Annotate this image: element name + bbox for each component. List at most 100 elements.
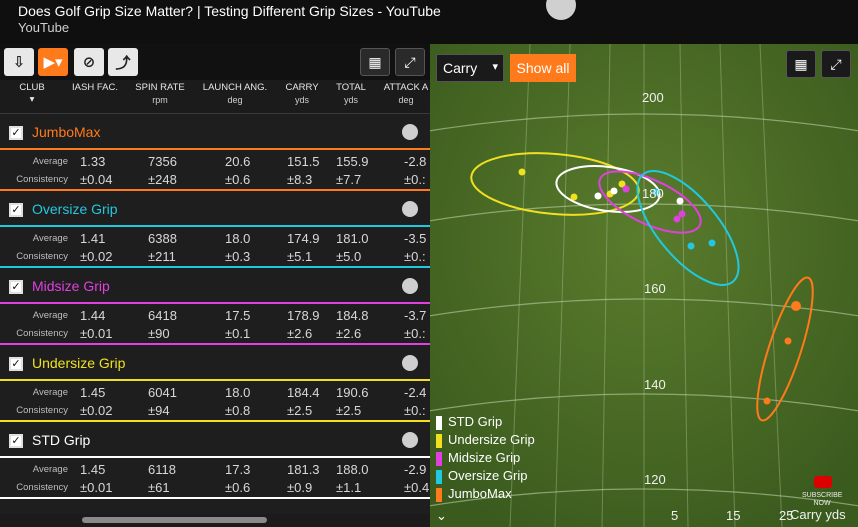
grid-icon: ▦: [794, 55, 808, 72]
stat-value: 17.3: [225, 462, 251, 477]
stat-value: 18.0: [225, 231, 251, 246]
stat-value: 181.3: [287, 462, 320, 477]
stat-value: 184.4: [287, 385, 320, 400]
fullscreen-button[interactable]: ⤢: [395, 48, 425, 76]
col-smash[interactable]: IASH FAC.: [72, 82, 118, 93]
stat-value: -2.9: [404, 462, 427, 477]
group-checkbox[interactable]: ✓: [9, 203, 23, 217]
youtube-logo-icon[interactable]: [814, 476, 832, 488]
stat-value: -2.8: [404, 154, 427, 169]
globe-icon[interactable]: [402, 278, 418, 294]
dispersion-ellipses: [470, 152, 814, 422]
expand-icon: ⤢: [830, 55, 842, 72]
subscribe-watermark[interactable]: SUBSCRIBE NOW: [802, 492, 843, 507]
trajectory-button[interactable]: ⤴: [108, 48, 138, 76]
yard-label-200: 200: [642, 90, 664, 105]
globe-icon[interactable]: [402, 432, 418, 448]
stat-value: 184.8: [336, 308, 369, 323]
stat-value: 1.41: [80, 231, 106, 246]
group-divider: [0, 379, 430, 381]
group-header[interactable]: ✓ Oversize Grip: [0, 191, 430, 229]
x-label-25: 25: [779, 508, 794, 523]
group-header[interactable]: ✓ JumboMax: [0, 114, 430, 152]
stat-value: ±0.:: [404, 403, 426, 418]
globe-icon[interactable]: [402, 124, 418, 140]
club-icon: ⇩: [12, 54, 26, 71]
stat-value: 178.9: [287, 308, 320, 323]
stat-value: ±0.04: [80, 172, 113, 187]
legend-undersize[interactable]: Undersize Grip: [436, 432, 535, 450]
legend-std[interactable]: STD Grip: [436, 414, 535, 432]
stat-label: Average: [32, 156, 68, 167]
group-divider: [0, 343, 430, 345]
stat-value: ±0.:: [404, 326, 426, 341]
grid-view-button[interactable]: ▦: [360, 48, 390, 76]
stat-value: 174.9: [287, 231, 320, 246]
group-divider: [0, 302, 430, 304]
group-header[interactable]: ✓ STD Grip: [0, 422, 430, 460]
stat-label: Consistency: [16, 405, 68, 416]
channel-name[interactable]: YouTube: [18, 20, 70, 35]
show-all-button[interactable]: Show all: [510, 54, 576, 82]
hide-button[interactable]: ⊘: [74, 48, 104, 76]
stat-value: 1.45: [80, 462, 106, 477]
globe-icon[interactable]: [402, 201, 418, 217]
stat-value: ±5.1: [287, 249, 313, 264]
stat-row-average: Average 1.45 6041 18.0 184.4 190.6 -2.4: [0, 384, 430, 402]
collapse-chevron-icon[interactable]: ⌄: [436, 508, 447, 523]
club-icon-button[interactable]: ⇩: [4, 48, 34, 76]
stat-row-average: Average 1.44 6418 17.5 178.9 184.8 -3.7: [0, 307, 430, 325]
stat-value: ±8.3: [287, 172, 313, 187]
stat-value: ±0.6: [225, 172, 251, 187]
stat-label: Average: [32, 310, 68, 321]
legend-oversize[interactable]: Oversize Grip: [436, 468, 535, 486]
col-spin[interactable]: SPIN RATE rpm: [135, 82, 185, 105]
stat-value: ±0.1: [225, 326, 251, 341]
stat-row-consistency: Consistency ±0.02 ±94 ±0.8 ±2.5 ±2.5 ±0.:: [0, 402, 430, 420]
shot-dots: [518, 168, 801, 405]
stat-row-consistency: Consistency ±0.02 ±211 ±0.3 ±5.1 ±5.0 ±0.:: [0, 248, 430, 266]
group-header[interactable]: ✓ Undersize Grip: [0, 345, 430, 383]
stat-label: Consistency: [16, 328, 68, 339]
stat-value: 6418: [148, 308, 177, 323]
stat-value: 190.6: [336, 385, 369, 400]
stat-value: ±2.6: [287, 326, 313, 341]
col-club[interactable]: CLUB ▾: [19, 82, 45, 105]
stat-value: ±0.6: [225, 480, 251, 495]
x-label-15: 15: [726, 508, 741, 523]
stat-label: Consistency: [16, 251, 68, 262]
horizontal-scrollbar[interactable]: [0, 514, 430, 527]
filter-icon: ▶▾: [43, 54, 63, 71]
field-plot: [430, 44, 858, 527]
metric-select[interactable]: Carry ▾: [436, 54, 504, 82]
stat-value: ±211: [148, 249, 176, 264]
grid-icon: ▦: [368, 53, 382, 70]
field-grid-button[interactable]: ▦: [786, 50, 816, 78]
col-total[interactable]: TOTAL yds: [336, 82, 366, 105]
group-divider: [0, 225, 430, 227]
group-checkbox[interactable]: ✓: [9, 126, 23, 140]
legend-midsize[interactable]: Midsize Grip: [436, 450, 535, 468]
col-carry[interactable]: CARRY yds: [285, 82, 319, 105]
filter-button[interactable]: ▶▾: [38, 48, 68, 76]
group-checkbox[interactable]: ✓: [9, 434, 23, 448]
stat-value: ±2.5: [287, 403, 313, 418]
stat-label: Consistency: [16, 174, 68, 185]
col-launch[interactable]: LAUNCH ANG. deg: [202, 82, 268, 105]
scrollbar-thumb[interactable]: [82, 517, 267, 523]
legend-jumbomax[interactable]: JumboMax: [436, 486, 535, 504]
eye-off-icon: ⊘: [82, 54, 96, 71]
field-fullscreen-button[interactable]: ⤢: [821, 50, 851, 78]
yard-label-180: 180: [642, 186, 664, 201]
std-ellipse: [555, 165, 661, 213]
video-title[interactable]: Does Golf Grip Size Matter? | Testing Di…: [18, 3, 441, 19]
stat-value: -3.5: [404, 231, 427, 246]
group-checkbox[interactable]: ✓: [9, 357, 23, 371]
group-header[interactable]: ✓ Midsize Grip: [0, 268, 430, 306]
globe-icon[interactable]: [402, 355, 418, 371]
group-checkbox[interactable]: ✓: [9, 280, 23, 294]
channel-avatar-icon[interactable]: [546, 0, 576, 20]
range-view[interactable]: Carry ▾ Show all ▦ ⤢ 200 180 160 140 120 …: [430, 44, 858, 527]
stat-value: ±2.6: [336, 326, 362, 341]
